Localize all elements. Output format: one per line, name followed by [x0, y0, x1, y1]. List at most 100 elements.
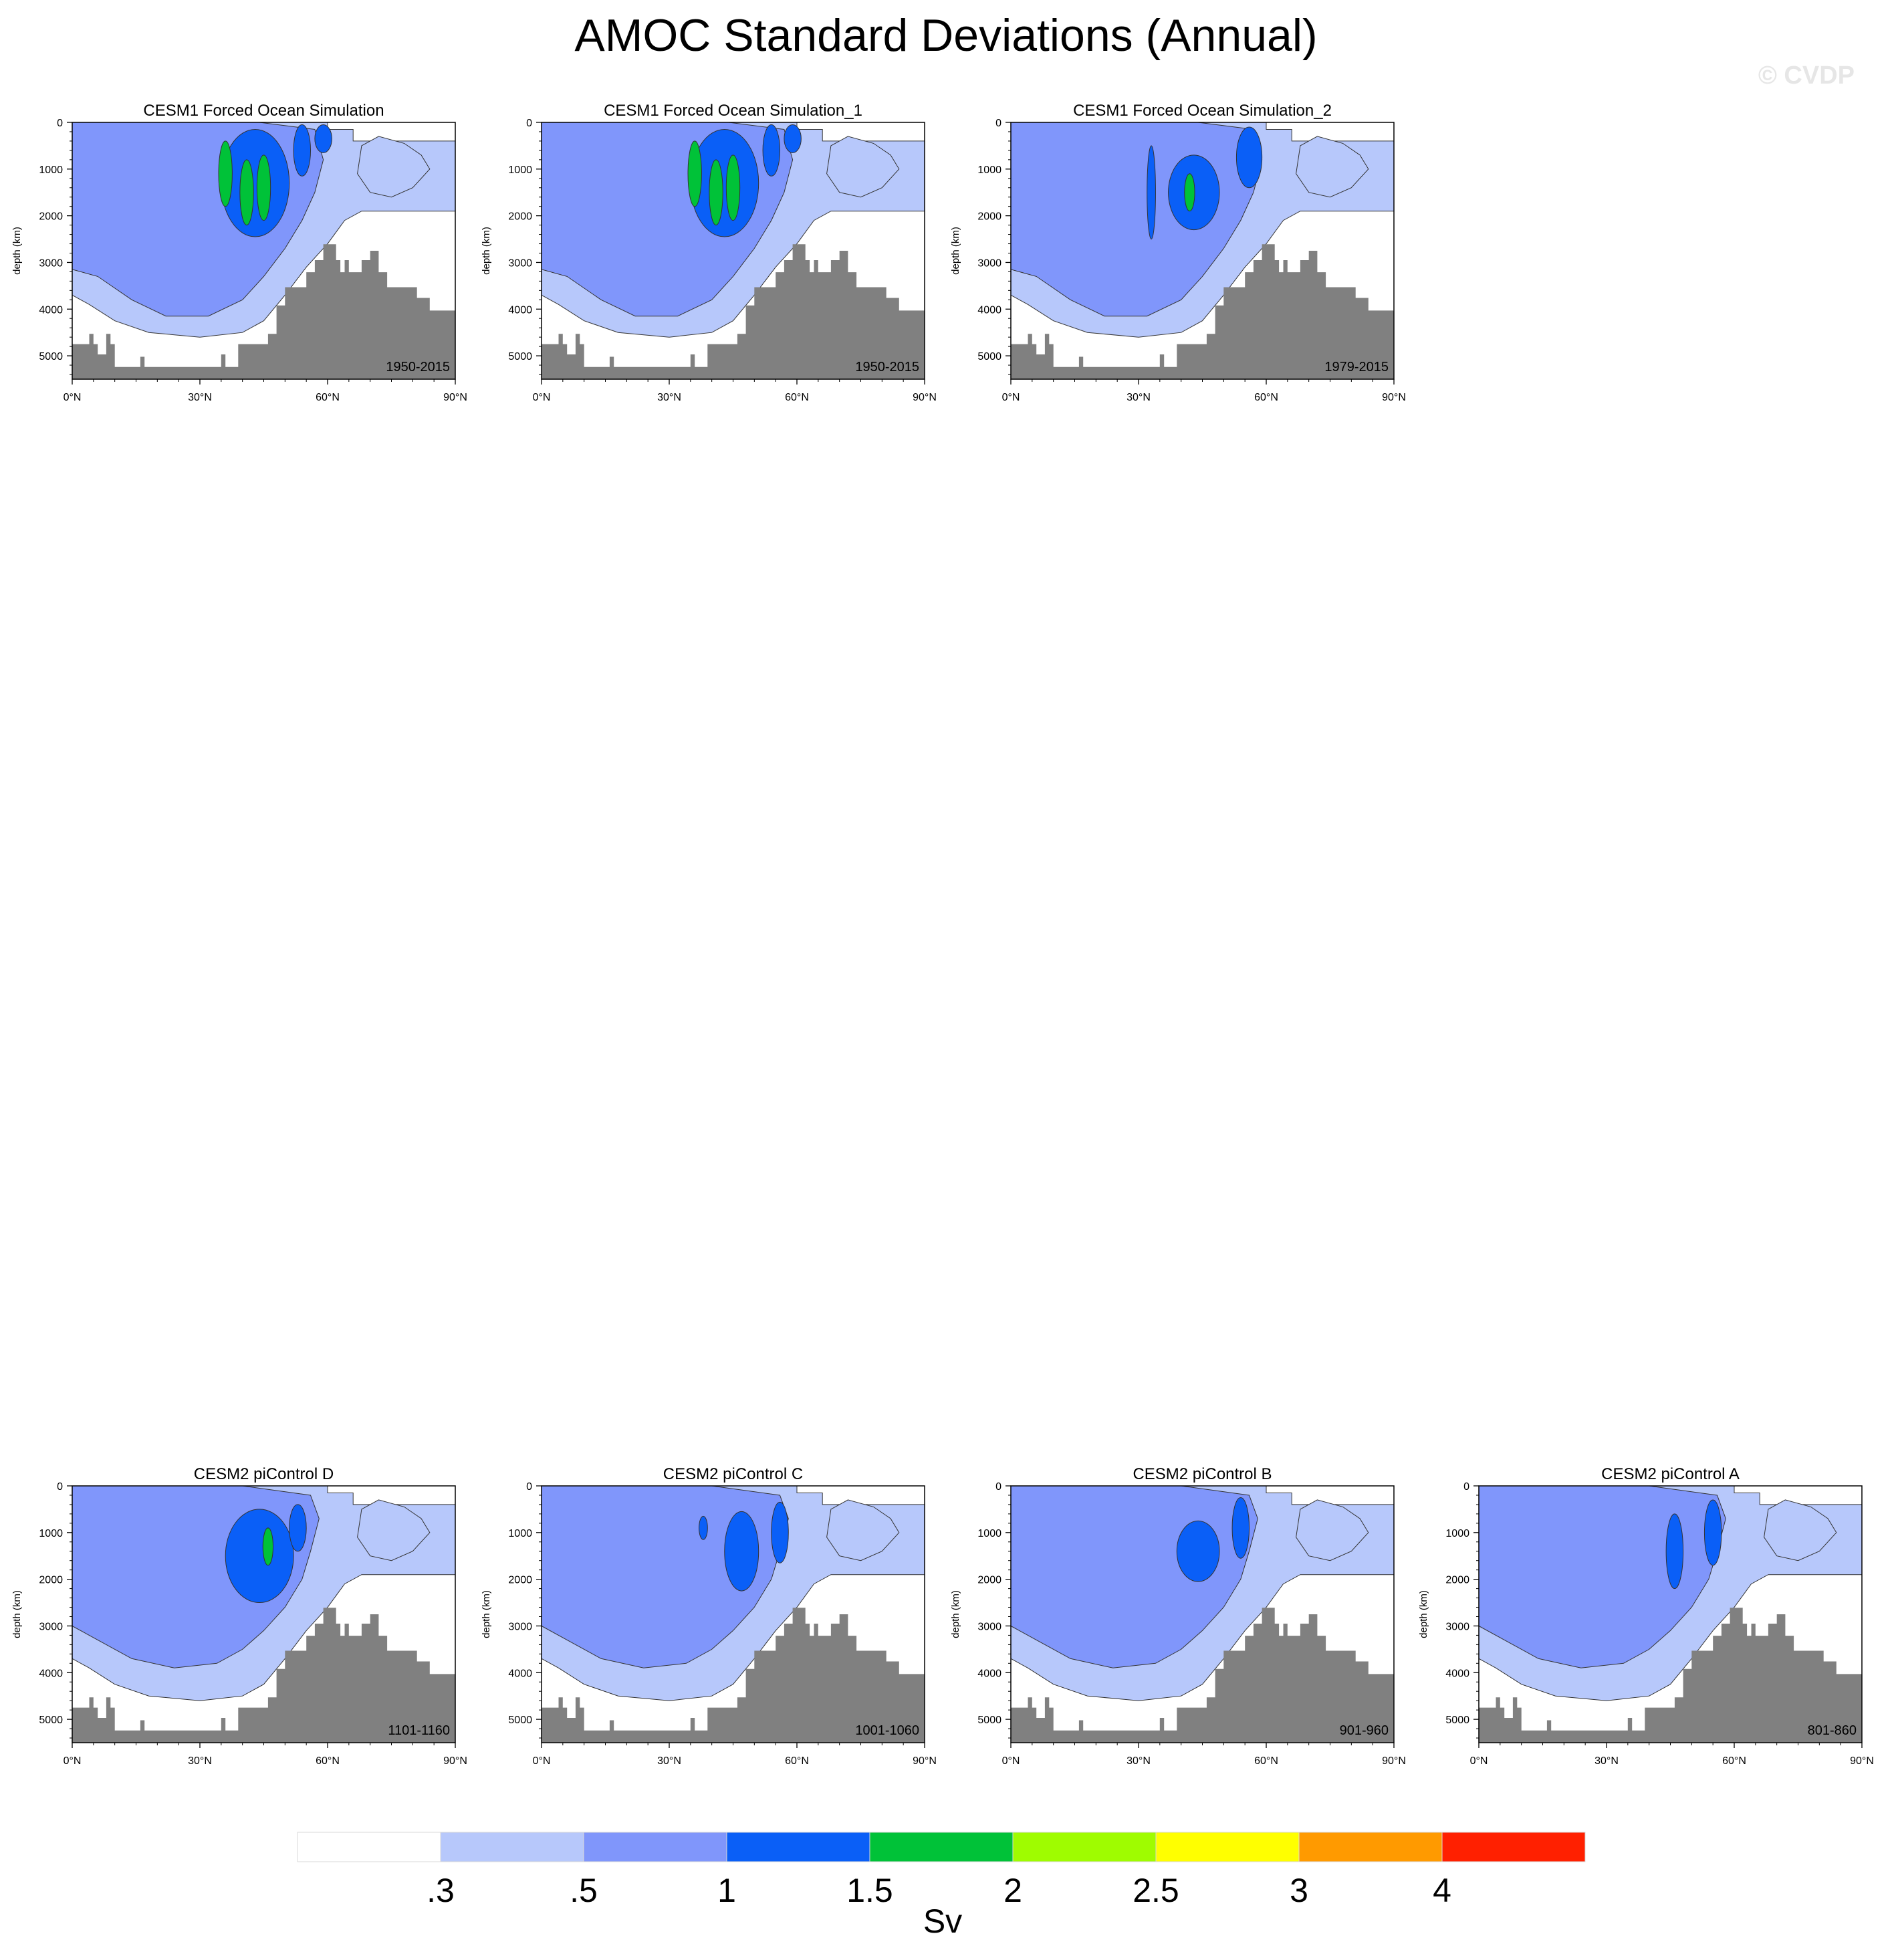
x-tick-label: 90°N: [913, 392, 937, 403]
y-tick-label: 3000: [1445, 1621, 1469, 1632]
y-axis-label: depth (km): [481, 1590, 492, 1638]
y-tick-label: 1000: [1445, 1528, 1469, 1539]
x-tick-label: 0°N: [1002, 1755, 1020, 1767]
y-tick-label: 5000: [1445, 1715, 1469, 1726]
y-tick-label: 5000: [39, 1715, 63, 1726]
y-tick-label: 4000: [39, 304, 63, 316]
y-tick-label: 3000: [39, 257, 63, 269]
band-1.5-2sv-cell: [725, 154, 741, 221]
panel-title: CESM2 piControl C: [663, 1465, 803, 1483]
y-tick-label: 0: [995, 1481, 1001, 1493]
colorbar-level-label: 2.5: [1133, 1872, 1179, 1909]
x-tick-label: 90°N: [1850, 1755, 1874, 1767]
y-tick-label: 1000: [508, 165, 532, 176]
y-tick-label: 3000: [977, 257, 1001, 269]
y-tick-label: 3000: [508, 257, 532, 269]
colorbar-level-label: .5: [570, 1872, 598, 1909]
x-tick-label: 30°N: [188, 392, 212, 403]
y-axis-label: depth (km): [1418, 1590, 1429, 1638]
y-tick-label: 2000: [39, 211, 63, 223]
colorbar-level-label: 3: [1290, 1872, 1308, 1909]
band-1.5-2sv-cell: [239, 159, 254, 226]
y-tick-label: 5000: [39, 351, 63, 362]
x-tick-label: 90°N: [443, 1755, 467, 1767]
band-1-1.5sv-cell: [1231, 1497, 1250, 1559]
panel-title: CESM2 piControl D: [194, 1465, 334, 1483]
band-1.5-2sv-cell: [709, 159, 723, 226]
colorbar-unit: Sv: [923, 1902, 962, 1940]
colorbar-swatch: [1298, 1832, 1443, 1862]
y-axis-label: depth (km): [950, 1590, 961, 1638]
x-tick-label: 0°N: [64, 1755, 82, 1767]
period-label: 801-860: [1808, 1723, 1857, 1738]
band-north-0.3sv: [826, 136, 900, 198]
x-tick-label: 30°N: [657, 1755, 681, 1767]
x-tick-label: 30°N: [1127, 1755, 1151, 1767]
band-1-1.5sv-cell: [771, 1501, 789, 1563]
band-1-1.5sv-cell: [289, 1504, 307, 1552]
y-axis-label: depth (km): [11, 227, 23, 275]
plot-area: [542, 1486, 925, 1743]
band-1-1.5sv-cell: [1665, 1513, 1684, 1590]
band-north-0.3sv: [826, 1499, 900, 1561]
band-1.5-2sv-cell: [218, 140, 233, 207]
y-tick-label: 0: [1463, 1481, 1469, 1493]
colorbar-swatch: [440, 1832, 584, 1862]
period-label: 1950-2015: [386, 360, 450, 374]
y-tick-label: 1000: [39, 165, 63, 176]
band-north-0.3sv: [1296, 136, 1369, 198]
x-tick-label: 60°N: [1254, 1755, 1278, 1767]
colorbar-swatch: [726, 1832, 870, 1862]
colorbar-swatch: [869, 1832, 1014, 1862]
band-1-1.5sv-cell: [1703, 1499, 1722, 1566]
plot-area: [1479, 1486, 1862, 1743]
panel-title: CESM2 piControl A: [1601, 1465, 1740, 1483]
x-tick-label: 90°N: [1382, 1755, 1406, 1767]
band-1-1.5sv-cell: [1235, 126, 1263, 189]
period-label: 901-960: [1340, 1723, 1389, 1738]
x-tick-label: 30°N: [188, 1755, 212, 1767]
period-label: 1979-2015: [1324, 360, 1389, 374]
panel-3: CESM1 Forced Ocean Simulation_2 1979-2015…: [950, 102, 1406, 403]
figure-title: AMOC Standard Deviations (Annual): [574, 10, 1318, 61]
band-1-1.5sv-cell: [784, 124, 802, 153]
bathymetry: [542, 1608, 925, 1743]
band-1-1.5sv-cell: [699, 1515, 708, 1540]
colorbar: .3 .5 1 1.5 2 2.5 3 4 Sv: [297, 1832, 1586, 1940]
x-tick-label: 0°N: [1470, 1755, 1488, 1767]
y-tick-label: 4000: [1445, 1668, 1469, 1679]
plot-area: [1011, 1486, 1394, 1743]
watermark: © CVDP: [1758, 62, 1855, 90]
x-tick-label: 60°N: [1722, 1755, 1746, 1767]
band-north-0.3sv: [357, 136, 431, 198]
period-label: 1001-1060: [855, 1723, 919, 1738]
band-north-0.3sv: [1296, 1499, 1369, 1561]
y-tick-label: 2000: [1445, 1575, 1469, 1586]
band-0.5-1sv: [1479, 1486, 1726, 1668]
y-axis-label: depth (km): [481, 227, 492, 275]
panel-6: CESM2 piControl B 901-960 depth (km) 0 1000 2…: [950, 1465, 1406, 1767]
y-tick-label: 1000: [977, 165, 1001, 176]
x-tick-label: 30°N: [1594, 1755, 1619, 1767]
y-tick-label: 3000: [508, 1621, 532, 1632]
y-tick-label: 3000: [977, 1621, 1001, 1632]
x-tick-label: 0°N: [1002, 392, 1020, 403]
period-label: 1101-1160: [388, 1723, 450, 1738]
panel-title: CESM2 piControl B: [1133, 1465, 1272, 1483]
panel-2: CESM1 Forced Ocean Simulation_1 1950-2015…: [481, 102, 937, 403]
y-tick-label: 0: [995, 118, 1001, 129]
x-tick-label: 60°N: [785, 392, 809, 403]
x-tick-label: 90°N: [913, 1755, 937, 1767]
y-tick-label: 5000: [508, 1715, 532, 1726]
panel-4: CESM2 piControl D 1101-1160 depth (km) 0 100…: [11, 1465, 467, 1767]
panel-title: CESM1 Forced Ocean Simulation: [143, 102, 384, 120]
plot-area: [542, 122, 925, 379]
y-tick-label: 2000: [39, 1575, 63, 1586]
band-1.5-2sv-cell: [687, 140, 702, 207]
y-tick-label: 4000: [977, 1668, 1001, 1679]
colorbar-level-label: 4: [1433, 1872, 1451, 1909]
band-1-1.5sv-cell: [1176, 1520, 1220, 1582]
x-tick-label: 60°N: [785, 1755, 809, 1767]
y-tick-label: 5000: [977, 351, 1001, 362]
band-1-1.5sv-cell: [314, 124, 332, 153]
